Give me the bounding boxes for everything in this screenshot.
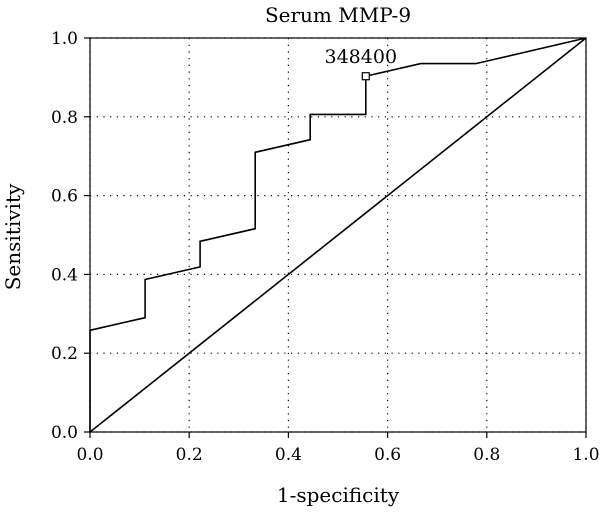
x-tick-label: 0.6 xyxy=(374,445,401,465)
reference-diagonal-line xyxy=(89,37,587,433)
plot-frame xyxy=(89,37,587,433)
cutoff-point-label: 348400 xyxy=(325,46,398,68)
x-tick-label: 0.2 xyxy=(176,445,203,465)
x-tick-label: 0.0 xyxy=(76,445,103,465)
x-tick-labels: 0.0 0.2 0.4 0.6 0.8 1.0 xyxy=(76,445,599,465)
y-tick-labels: 0.0 0.2 0.4 0.6 0.8 1.0 xyxy=(51,29,78,443)
x-tick-label: 1.0 xyxy=(572,445,599,465)
y-tick-label: 0.6 xyxy=(51,187,78,207)
x-axis-label: 1-specificity xyxy=(277,483,400,507)
y-axis-label: Sensitivity xyxy=(1,183,25,290)
y-tick-label: 0.8 xyxy=(51,108,78,128)
x-tick-label: 0.8 xyxy=(473,445,500,465)
cutoff-point-marker xyxy=(361,72,370,81)
roc-curve-line xyxy=(89,37,587,432)
annotations: 348400 xyxy=(325,46,398,81)
axis-ticks xyxy=(84,37,587,438)
x-tick-label: 0.4 xyxy=(275,445,302,465)
y-tick-label: 0.2 xyxy=(51,344,78,364)
y-tick-label: 0.4 xyxy=(51,265,78,285)
y-tick-label: 1.0 xyxy=(51,29,78,49)
y-tick-label: 0.0 xyxy=(51,423,78,443)
chart-title: Serum MMP-9 xyxy=(265,3,411,27)
